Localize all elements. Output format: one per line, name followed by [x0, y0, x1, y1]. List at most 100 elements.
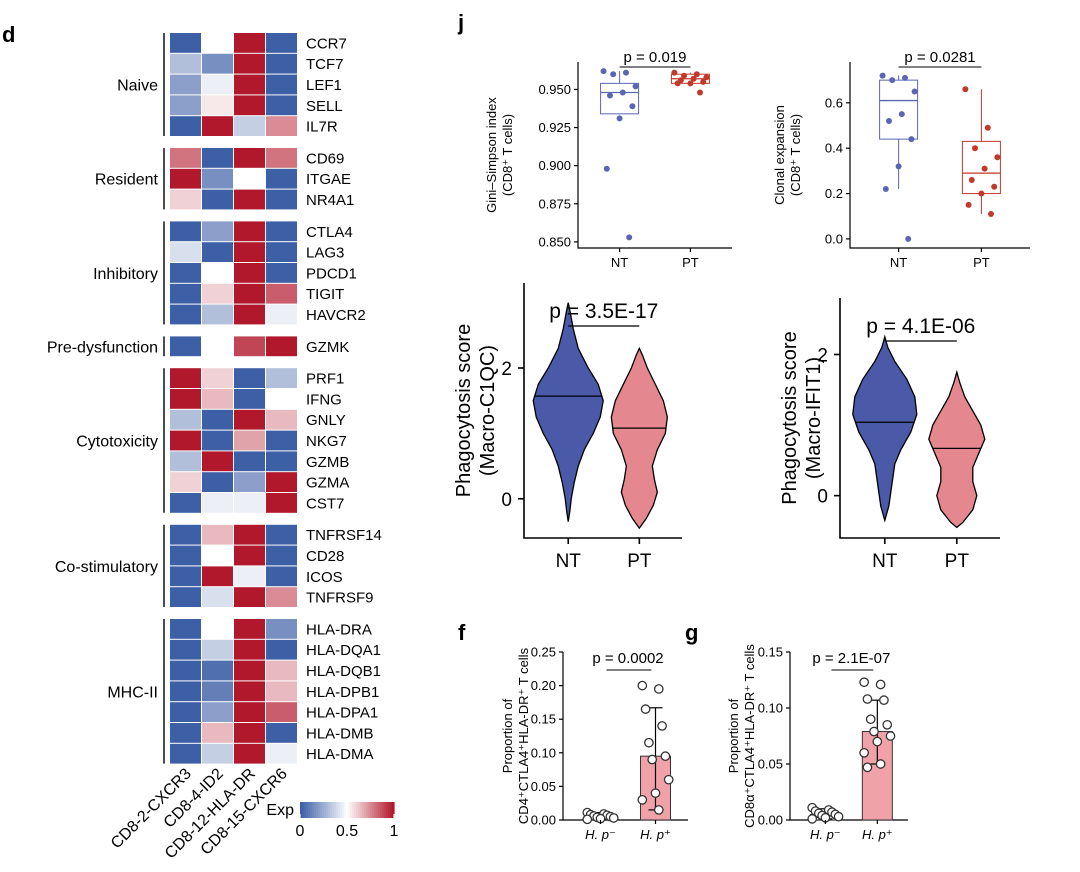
legend-swatch: [300, 802, 303, 818]
data-point: [626, 234, 633, 241]
group-label: Cytotoxicity: [76, 434, 158, 451]
y-tick-label: 0.25: [531, 645, 556, 660]
data-point: [687, 80, 694, 87]
heatmap-cell: [170, 566, 201, 587]
data-point: [653, 684, 664, 694]
gene-label: IL7R: [306, 119, 338, 136]
box: [600, 82, 640, 115]
heatmap-cell: [266, 283, 297, 304]
heatmap-cell: [266, 95, 297, 116]
legend-swatch: [356, 802, 359, 818]
heatmap-cell: [234, 451, 265, 472]
data-point: [879, 72, 886, 79]
heatmap-cell: [234, 566, 265, 587]
heatmap-cell: [202, 389, 233, 409]
heatmap-cell: [170, 493, 201, 513]
heatmap-cell: [234, 368, 265, 388]
y-tick-label: 0.20: [531, 678, 556, 693]
heatmap-cell: [202, 263, 233, 283]
legend-tick-label: 0: [296, 823, 305, 840]
heatmap-cell: [202, 304, 233, 325]
data-point: [603, 165, 610, 172]
heatmap-cell: [202, 743, 233, 764]
y-tick-label: 0.850: [538, 234, 571, 249]
heatmap-cell: [202, 95, 233, 116]
data-point: [671, 69, 678, 76]
heatmap-cell: [202, 587, 233, 607]
data-point: [988, 210, 994, 217]
data-point: [978, 190, 985, 197]
heatmap-cell: [234, 430, 265, 451]
heatmap-cell: [170, 95, 201, 116]
gene-label: HLA-DMB: [306, 725, 374, 742]
heatmap-cell: [234, 545, 265, 566]
heatmap-cell: [170, 702, 201, 722]
legend-swatch: [342, 802, 345, 818]
heatmap-cell: [170, 681, 201, 702]
gene-label: CCR7: [306, 35, 347, 52]
gene-label: HLA-DRA: [306, 621, 372, 638]
x-tick-label: PT: [945, 551, 970, 572]
legend-title: Exp: [266, 802, 294, 819]
heatmap-cell: [266, 389, 297, 409]
data-point: [622, 69, 629, 76]
data-point: [984, 124, 991, 131]
heatmap-cell: [266, 619, 297, 639]
data-point: [911, 88, 918, 95]
legend-swatch: [324, 802, 327, 818]
data-point: [640, 704, 651, 714]
heatmap-cell: [202, 148, 233, 168]
gene-label: GZMB: [306, 454, 349, 471]
gene-label: PRF1: [306, 371, 344, 388]
violin-shape: [852, 334, 918, 523]
data-point: [908, 136, 915, 143]
data-point: [690, 75, 697, 82]
heatmap-cell: [234, 409, 265, 430]
p-value: p = 0.0281: [904, 49, 975, 66]
gini-simpson-boxplot: 0.850 0.875 0.900 0.925 0.950 NT PT p = 0.019 Gi…: [484, 49, 732, 270]
heatmap-cell: [234, 304, 265, 325]
legend-swatch: [340, 802, 343, 818]
macro-ifit1-violin-plot: 0 2 NT PT p = 4.1E-06 Phagocytosis score (Macr…: [779, 298, 1000, 572]
data-point: [886, 117, 892, 124]
heatmap-cell: [234, 743, 265, 764]
heatmap-cell: [202, 451, 233, 472]
data-point: [875, 679, 886, 690]
data-point: [898, 111, 905, 118]
gene-label: PDCD1: [306, 265, 357, 282]
legend-swatch: [370, 802, 373, 818]
heatmap-cell: [170, 221, 201, 242]
heatmap-cell: [234, 681, 265, 702]
data-point: [862, 762, 873, 773]
gene-label: NKG7: [306, 433, 347, 450]
p-value: p = 4.1E-06: [866, 315, 975, 338]
p-value: p = 3.5E-17: [549, 300, 658, 323]
heatmap-cell: [170, 189, 201, 210]
heatmap-cell: [202, 493, 233, 513]
axis-line: [849, 62, 1030, 249]
panel-label-j: j: [457, 10, 464, 35]
heatmap-cell: [170, 368, 201, 388]
p-value: p = 2.1E-07: [812, 650, 890, 667]
heatmap-cell: [266, 221, 297, 242]
data-point: [869, 726, 879, 737]
group-label: Co-stimulatory: [55, 559, 158, 576]
heatmap-cell: [170, 545, 201, 566]
heatmap-cell: [266, 545, 297, 566]
data-point: [972, 145, 978, 152]
legend-swatch: [308, 802, 311, 818]
heatmap-cell: [202, 566, 233, 587]
gene-label: CD69: [306, 150, 344, 167]
p-value: p = 0.0002: [592, 650, 663, 667]
heatmap-cell: [170, 430, 201, 451]
x-tick-label: NT: [556, 551, 582, 572]
y-axis-label: Phagocytosis score: [453, 324, 475, 497]
legend-swatch: [316, 802, 319, 818]
legend-swatch: [384, 802, 387, 818]
heatmap-cell: [202, 221, 233, 242]
heatmap-cell: [234, 639, 265, 660]
heatmap-cell: [170, 283, 201, 304]
data-point: [650, 788, 661, 798]
heatmap-cell: [266, 242, 297, 262]
y-tick-label: 0.950: [538, 82, 571, 97]
